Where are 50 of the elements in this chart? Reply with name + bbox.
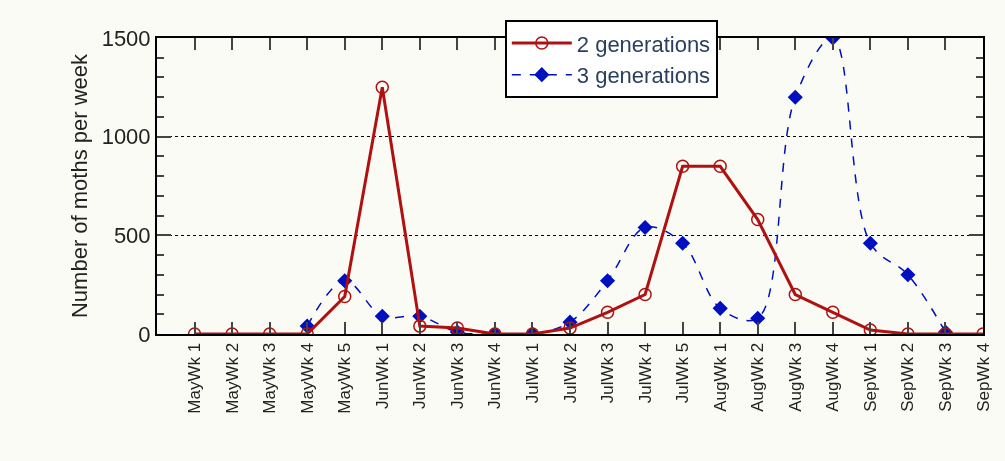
x-tick-label: JunWk 1	[372, 342, 392, 409]
point	[675, 235, 690, 251]
point	[750, 212, 765, 227]
x-tick-label: MayWk 4	[297, 342, 317, 414]
x-tick-label: SepWk 4	[973, 342, 993, 412]
legend-label: 3 generations	[576, 63, 711, 89]
point	[413, 319, 427, 333]
x-tick-label: MayWk 5	[335, 342, 355, 414]
point	[863, 323, 878, 334]
x-tick-label: JulWk 3	[598, 342, 618, 404]
point	[750, 310, 765, 326]
point	[337, 289, 352, 304]
point	[638, 287, 652, 302]
point	[863, 235, 878, 251]
x-tick-label: SepWk 3	[935, 342, 955, 412]
x-tick-label: SepWk 1	[860, 342, 880, 412]
x-tick-label: JunWk 3	[447, 342, 467, 409]
x-tick-label: JulWk 5	[673, 342, 693, 404]
point	[600, 305, 615, 320]
point	[375, 308, 390, 324]
point	[712, 301, 728, 316]
y-axis-title: Number of moths per week	[66, 52, 92, 319]
point	[375, 80, 390, 95]
y-tick-label: 1000	[101, 124, 151, 150]
x-tick-label: JulWk 1	[522, 342, 542, 404]
y-tick-label: 0	[138, 321, 151, 347]
point	[637, 220, 653, 235]
x-tick-label: AugWk 2	[748, 342, 768, 412]
x-tick-label: AugWk 1	[710, 342, 730, 412]
x-tick-label: MayWk 2	[222, 342, 242, 414]
x-tick-label: JunWk 2	[410, 342, 430, 409]
x-tick-label: AugWk 3	[785, 342, 805, 412]
y-tick-label: 1500	[101, 25, 151, 51]
x-tick-label: SepWk 2	[898, 342, 918, 412]
x-tick-label: JulWk 2	[560, 342, 580, 404]
x-tick-label: MayWk 1	[185, 342, 205, 414]
x-tick-label: MayWk 3	[260, 342, 280, 414]
point	[713, 159, 727, 174]
x-tick-label: AugWk 4	[823, 342, 843, 412]
point	[788, 287, 803, 302]
point	[675, 159, 690, 174]
y-tick-label: 500	[113, 223, 151, 249]
legend-label: 2 generations	[576, 31, 711, 57]
x-tick-label: JulWk 4	[635, 342, 655, 404]
point	[788, 89, 803, 105]
point	[563, 321, 577, 334]
x-tick-label: JunWk 4	[485, 342, 505, 409]
point	[600, 273, 615, 288]
point	[826, 305, 840, 320]
point	[900, 267, 916, 283]
